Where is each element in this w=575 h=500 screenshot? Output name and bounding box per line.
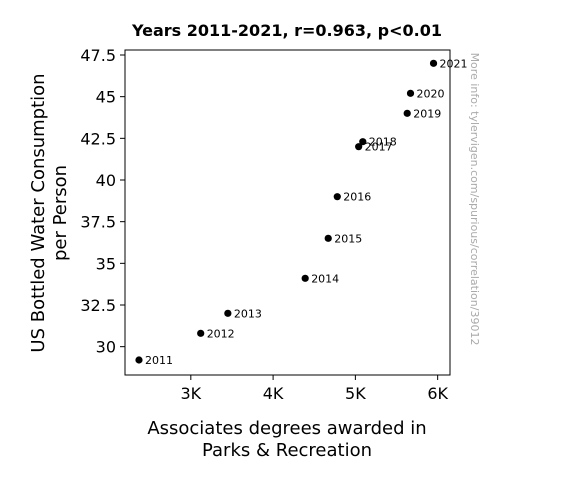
x-axis-ticks: 3K 4K 5K 6K: [180, 375, 449, 403]
point-label-2021: 2021: [440, 57, 468, 70]
x-axis-label-line-1: Associates degrees awarded in: [147, 418, 426, 439]
x-axis-label-line-2: Parks & Recreation: [202, 440, 372, 461]
point-label-2012: 2012: [207, 327, 235, 340]
chart-title: Years 2011-2021, r=0.963, p<0.01: [131, 21, 442, 40]
y-tick-label: 40: [96, 171, 116, 190]
data-point-2017: [355, 143, 363, 151]
plot-area: [124, 49, 451, 376]
y-tick-label: 45: [96, 88, 116, 107]
y-tick-label: 42.5: [80, 129, 116, 148]
y-axis-label-line-1: US Bottled Water Consumption: [28, 73, 49, 352]
y-tick-label: 32.5: [80, 296, 116, 315]
data-point-2013: [224, 309, 232, 317]
y-tick-label: 37.5: [80, 213, 116, 232]
y-tick-label: 30: [96, 338, 116, 357]
data-point-2019: [403, 109, 411, 117]
y-axis-label-line-2: per Person: [50, 165, 71, 261]
x-tick-label: 6K: [427, 384, 448, 403]
data-point-2011: [135, 356, 143, 364]
y-tick-label: 35: [96, 254, 116, 273]
point-label-2015: 2015: [334, 232, 362, 245]
point-label-2017: 2017: [365, 141, 393, 154]
data-point-2012: [197, 329, 205, 337]
point-label-2020: 2020: [417, 87, 445, 100]
point-label-2013: 2013: [234, 307, 262, 320]
data-point-2020: [406, 89, 415, 97]
point-label-2014: 2014: [311, 272, 339, 285]
data-point-2015: [324, 234, 332, 242]
source-note: More info: tylervigen.com/spurious/corre…: [468, 53, 481, 346]
x-tick-label: 4K: [263, 384, 284, 403]
y-tick-label: 47.5: [80, 46, 116, 65]
data-point-2018: [359, 138, 367, 146]
point-label-2019: 2019: [413, 107, 441, 120]
point-label-2016: 2016: [343, 191, 371, 204]
point-label-2018: 2018: [369, 136, 397, 149]
data-point-2021: [429, 59, 438, 67]
point-label-2011: 2011: [145, 354, 173, 367]
data-point-2016: [333, 193, 341, 201]
y-axis-ticks: 30 32.5 35 37.5 40 42.5 45 47.5: [80, 46, 125, 357]
x-tick-label: 3K: [180, 384, 201, 403]
x-tick-label: 5K: [345, 384, 366, 403]
data-point-2014: [301, 274, 309, 282]
